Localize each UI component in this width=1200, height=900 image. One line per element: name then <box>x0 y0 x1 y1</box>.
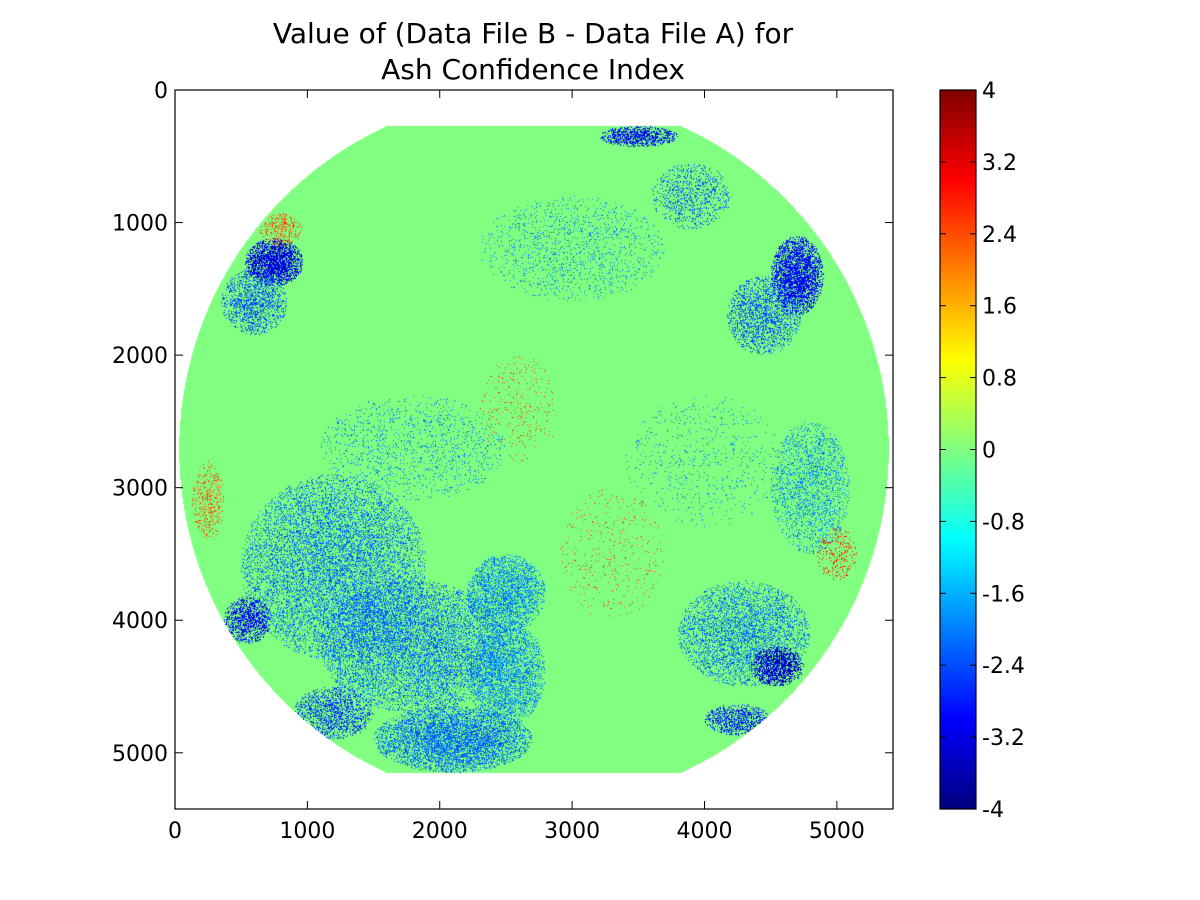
plot-frame <box>174 89 894 810</box>
x-tick-label: 1000 <box>279 819 335 844</box>
x-tick-label: 5000 <box>809 819 865 844</box>
heatmap-image <box>175 90 893 809</box>
colorbar-tick-label: -2.4 <box>982 654 1025 679</box>
colorbar-tick-label: 2.4 <box>982 223 1017 248</box>
colorbar-tick-label: 3.2 <box>982 151 1017 176</box>
colorbar-tick-label: 0.8 <box>982 367 1017 392</box>
colorbar-axis: 4 3.2 2.4 1.6 0.8 0 -0.8 -1.6 -2.4 -3.2 -4 <box>940 79 1025 823</box>
x-tick-label: 2000 <box>412 819 468 844</box>
y-tick-label: 4000 <box>112 609 168 634</box>
x-tick-label: 0 <box>168 819 182 844</box>
colorbar-tick-label: 1.6 <box>982 295 1017 320</box>
colorbar-tick-label: 4 <box>982 79 996 104</box>
y-axis: 0 1000 2000 3000 4000 5000 <box>112 79 893 767</box>
chart-title-line-1: Value of (Data File B - Data File A) for <box>273 17 794 50</box>
colorbar-tick-label: -3.2 <box>982 726 1025 751</box>
y-tick-label: 0 <box>154 79 168 104</box>
x-tick-label: 4000 <box>676 819 732 844</box>
colorbar-tick-label: -1.6 <box>982 582 1025 607</box>
colorbar-tick-label: -4 <box>982 798 1004 823</box>
y-tick-label: 1000 <box>112 212 168 237</box>
y-tick-label: 5000 <box>112 742 168 767</box>
y-tick-label: 2000 <box>112 344 168 369</box>
colorbar-tick-label: -0.8 <box>982 510 1025 535</box>
chart-title-line-2: Ash Confidence Index <box>381 53 685 86</box>
y-tick-label: 3000 <box>112 477 168 502</box>
x-axis: 0 1000 2000 3000 4000 5000 <box>168 90 865 844</box>
x-tick-label: 3000 <box>544 819 600 844</box>
colorbar-tick-label: 0 <box>982 439 996 464</box>
